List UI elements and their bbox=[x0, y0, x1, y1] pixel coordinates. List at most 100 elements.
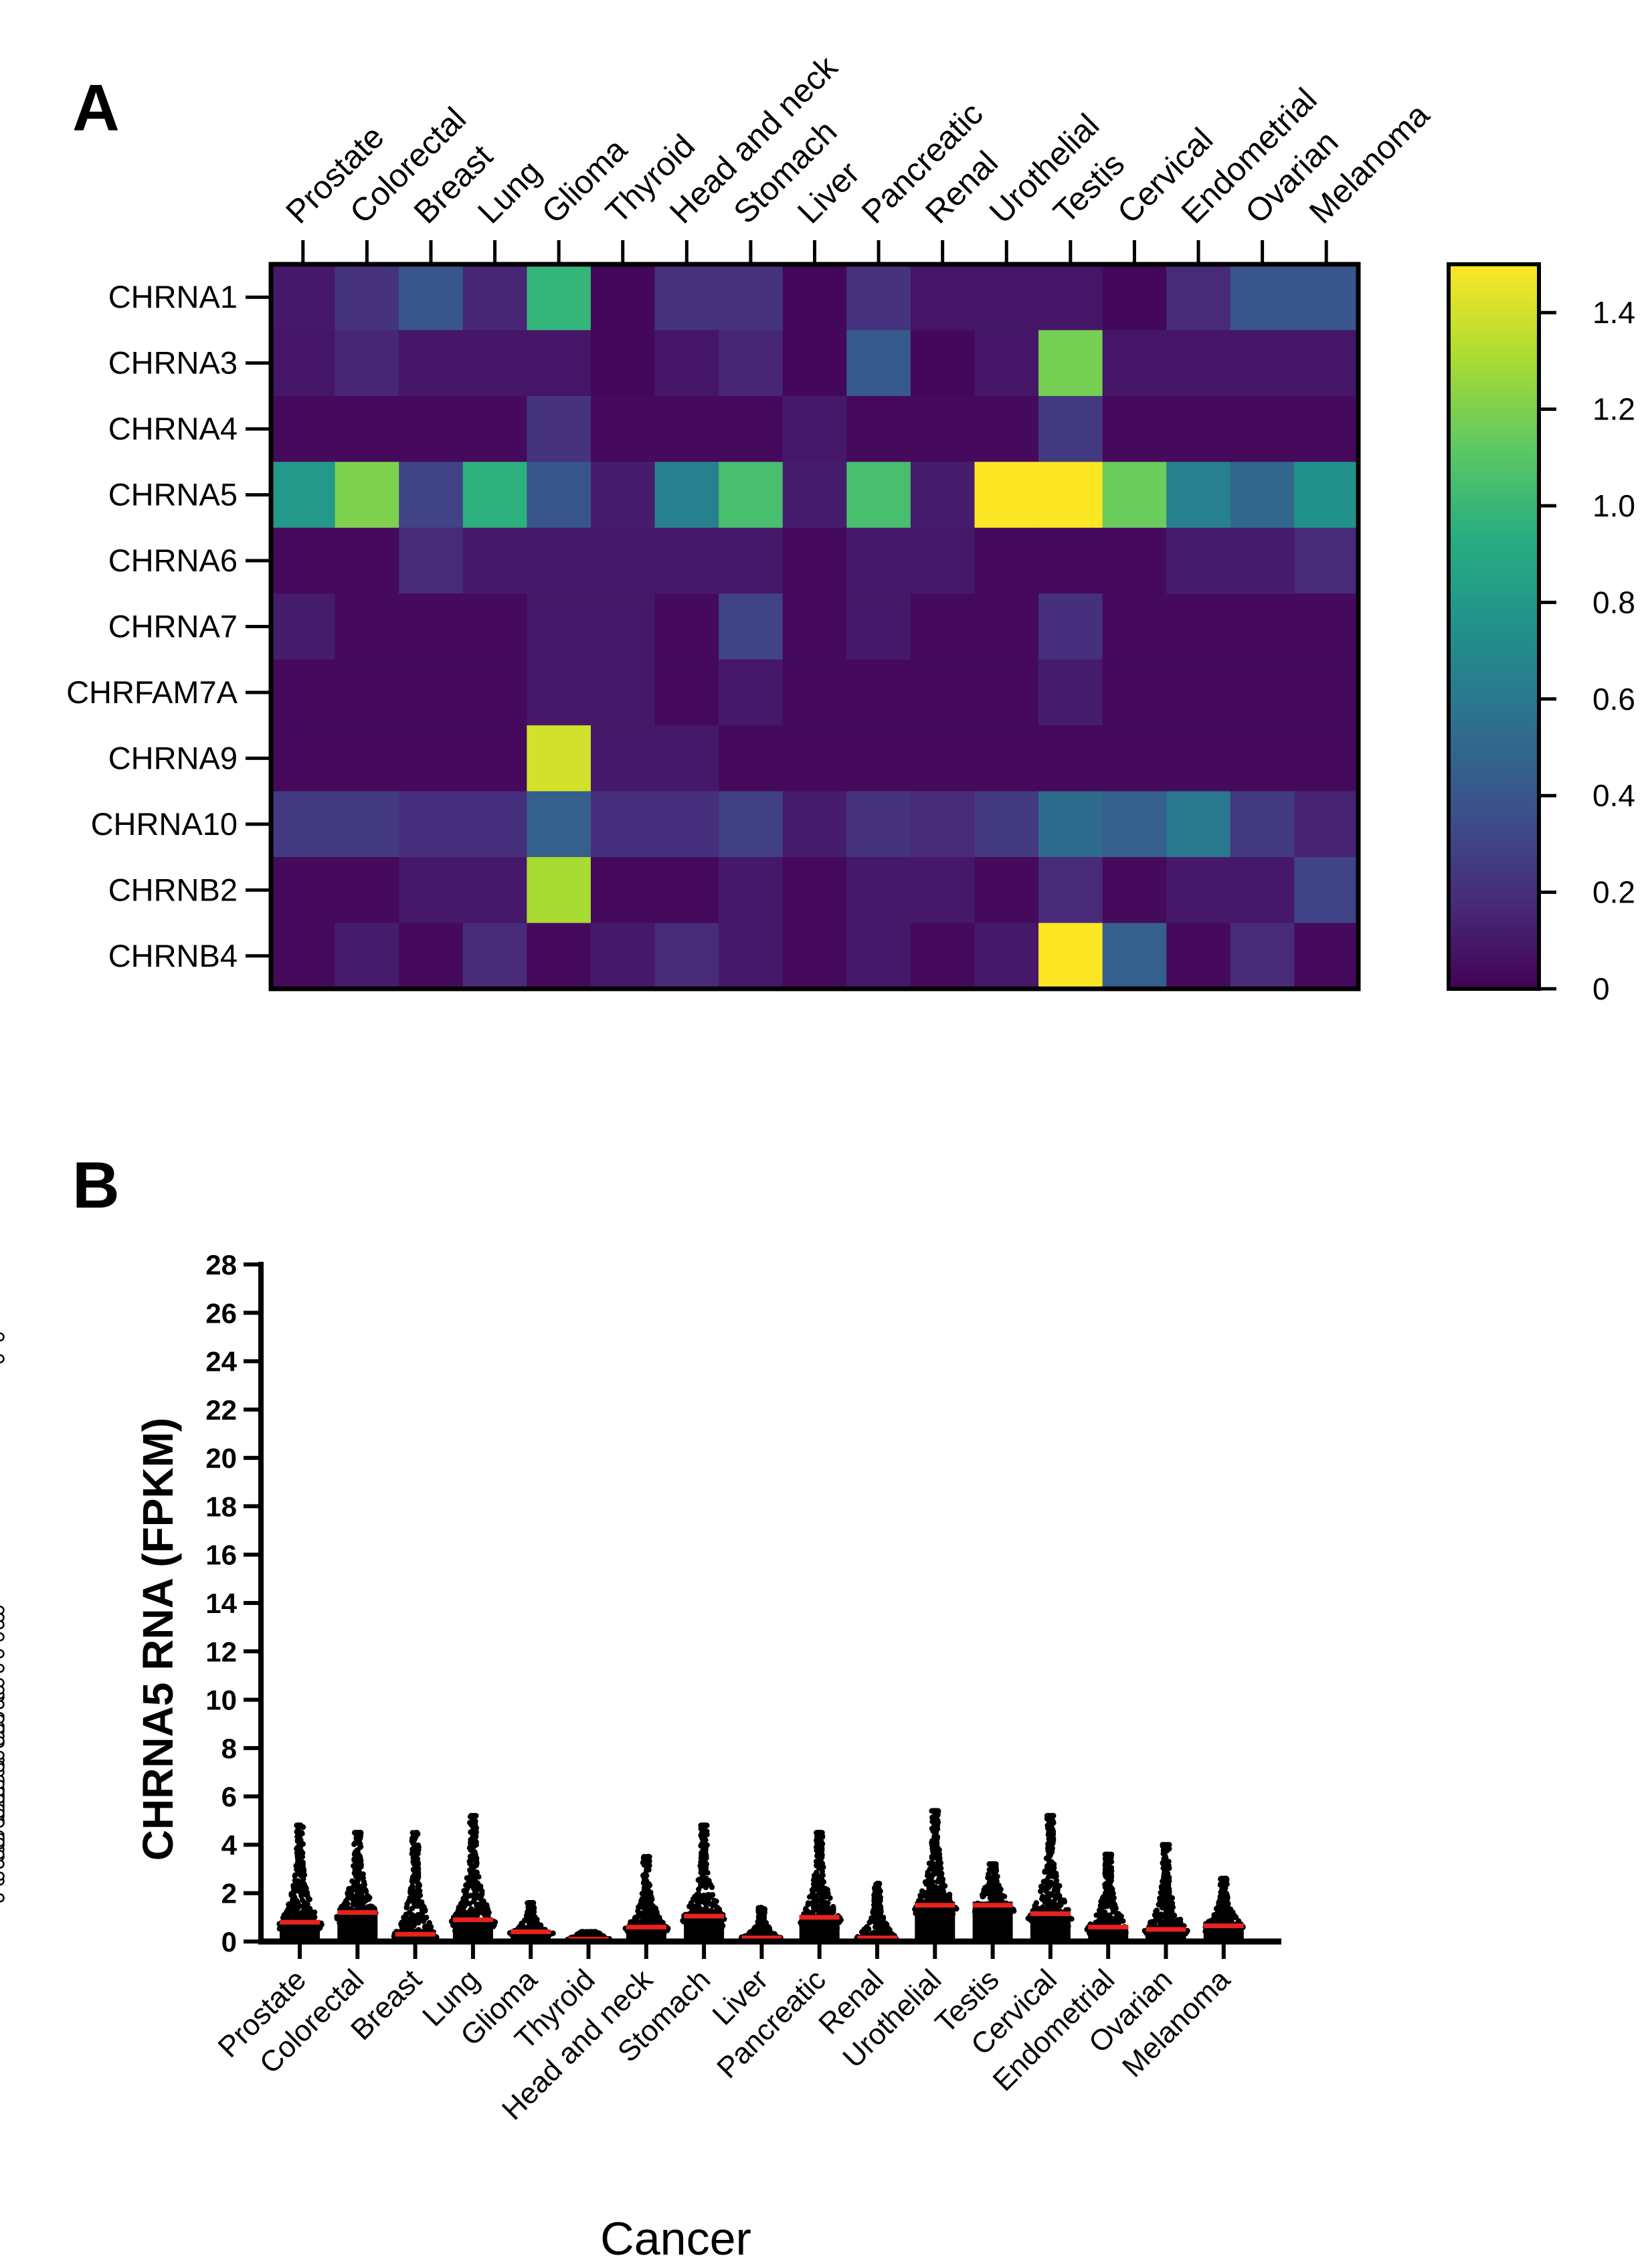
dot-plot-point bbox=[470, 1899, 477, 1905]
heatmap-cell bbox=[846, 462, 911, 529]
dot-plot-point bbox=[822, 1903, 828, 1910]
dot-plot-y-tick-label: 26 bbox=[205, 1297, 237, 1329]
dot-plot-point bbox=[480, 1898, 486, 1904]
dot-plot-point bbox=[703, 1837, 709, 1843]
heatmap-cell bbox=[271, 330, 336, 397]
dot-plot-y-tick-label: 4 bbox=[221, 1829, 238, 1861]
dot-plot-point bbox=[473, 1885, 480, 1891]
dot-plot-point bbox=[699, 1856, 706, 1863]
dot-plot-point bbox=[1160, 1860, 1166, 1866]
heatmap-cell bbox=[846, 330, 911, 397]
heatmap-cell bbox=[1230, 330, 1295, 397]
heatmap-cell bbox=[1166, 264, 1231, 331]
heatmap-cell bbox=[590, 659, 656, 726]
heatmap-cell bbox=[974, 725, 1039, 792]
heatmap-cell bbox=[590, 527, 656, 594]
dot-plot-point bbox=[1041, 1895, 1047, 1901]
dot-plot-point bbox=[1040, 1885, 1047, 1891]
dot-plot-point bbox=[930, 1818, 936, 1824]
heatmap-cell bbox=[1102, 527, 1167, 594]
dot-plot-point bbox=[296, 1867, 302, 1873]
heatmap-cell bbox=[335, 527, 399, 594]
dot-plot-point bbox=[415, 1897, 422, 1903]
colorbar-tick-label: 0.6 bbox=[1592, 682, 1635, 717]
heatmap-cell bbox=[1038, 659, 1103, 726]
heatmap-cell bbox=[1038, 791, 1103, 858]
heatmap-cell bbox=[271, 923, 336, 989]
heatmap-cell bbox=[590, 395, 656, 462]
heatmap-cell bbox=[1294, 857, 1359, 924]
dot-plot-point bbox=[823, 1909, 830, 1915]
dot-plot-point bbox=[300, 1871, 306, 1877]
dot-plot-outlier bbox=[0, 1620, 5, 1630]
heatmap-cell bbox=[719, 395, 784, 462]
heatmap-cell bbox=[910, 264, 976, 331]
heatmap-cell bbox=[654, 264, 719, 331]
colorbar-tick-label: 1.4 bbox=[1592, 295, 1635, 330]
dot-plot-dense-band bbox=[972, 1901, 1013, 1942]
heatmap-cell bbox=[335, 857, 399, 924]
heatmap-row-label: CHRNB4 bbox=[108, 938, 238, 973]
dot-plot-point bbox=[1111, 1895, 1117, 1901]
dot-plot-point bbox=[692, 1893, 698, 1899]
dot-plot-point bbox=[1046, 1853, 1052, 1859]
heatmap bbox=[268, 262, 1361, 991]
panel-a-label: A bbox=[72, 71, 120, 145]
dot-plot-point bbox=[925, 1892, 931, 1898]
dot-plot-point bbox=[472, 1894, 478, 1900]
heatmap-cell bbox=[527, 725, 591, 792]
dot-plot-point bbox=[939, 1897, 945, 1903]
dot-plot-point bbox=[702, 1822, 708, 1828]
dot-plot-point bbox=[814, 1830, 820, 1836]
heatmap-cell bbox=[654, 923, 719, 989]
heatmap-cell bbox=[399, 462, 464, 529]
dot-plot-point bbox=[805, 1901, 811, 1907]
heatmap-row-label: CHRNA7 bbox=[108, 609, 238, 644]
heatmap-cell bbox=[846, 527, 911, 594]
heatmap-cell bbox=[1038, 395, 1103, 462]
dot-plot-point bbox=[1176, 1921, 1182, 1927]
dot-plot-point bbox=[353, 1871, 359, 1877]
dot-plot-point bbox=[994, 1873, 1000, 1879]
heatmap-cell bbox=[527, 791, 591, 858]
dot-plot-point bbox=[1046, 1813, 1053, 1820]
heatmap-cell bbox=[1230, 725, 1295, 792]
dot-plot-point bbox=[827, 1895, 833, 1901]
heatmap-cell bbox=[527, 659, 591, 726]
heatmap-cell bbox=[1294, 725, 1359, 792]
heatmap-cell bbox=[590, 330, 656, 397]
dot-plot-point bbox=[477, 1905, 483, 1912]
dot-plot-point bbox=[1099, 1905, 1105, 1911]
dot-plot-point bbox=[1113, 1905, 1119, 1911]
dot-plot-point bbox=[936, 1867, 942, 1873]
dot-plot-point bbox=[1048, 1821, 1055, 1828]
dot-plot-point bbox=[935, 1879, 941, 1885]
dot-plot-point bbox=[473, 1863, 479, 1869]
dot-plot-point bbox=[297, 1858, 303, 1864]
dot-plot-point bbox=[409, 1879, 416, 1885]
dot-plot-point bbox=[416, 1918, 422, 1924]
heatmap-cell bbox=[1230, 264, 1295, 331]
dot-plot-point bbox=[1164, 1891, 1170, 1897]
dot-plot-point bbox=[415, 1911, 421, 1918]
heatmap-cell bbox=[1230, 857, 1295, 924]
heatmap-cell bbox=[719, 857, 784, 924]
heatmap-cell bbox=[1230, 923, 1295, 989]
dot-plot-point bbox=[468, 1874, 475, 1880]
dot-plot-point bbox=[816, 1889, 822, 1895]
dot-plot-dense-band bbox=[915, 1901, 955, 1942]
dot-plot-point bbox=[646, 1855, 652, 1861]
dot-plot-point bbox=[765, 1927, 772, 1933]
dot-plot-point bbox=[935, 1885, 941, 1891]
heatmap-cell bbox=[846, 857, 911, 924]
dot-plot-point bbox=[1164, 1847, 1170, 1854]
heatmap-cell bbox=[910, 725, 976, 792]
heatmap-cell bbox=[462, 462, 527, 529]
dot-plot-category-group bbox=[0, 1693, 325, 1944]
dot-plot-point bbox=[709, 1892, 716, 1898]
dot-plot-point bbox=[414, 1903, 420, 1909]
heatmap-cell bbox=[399, 791, 464, 858]
dot-plot-point bbox=[1049, 1845, 1055, 1851]
heatmap-cell bbox=[335, 725, 399, 792]
heatmap-cell bbox=[590, 264, 656, 331]
